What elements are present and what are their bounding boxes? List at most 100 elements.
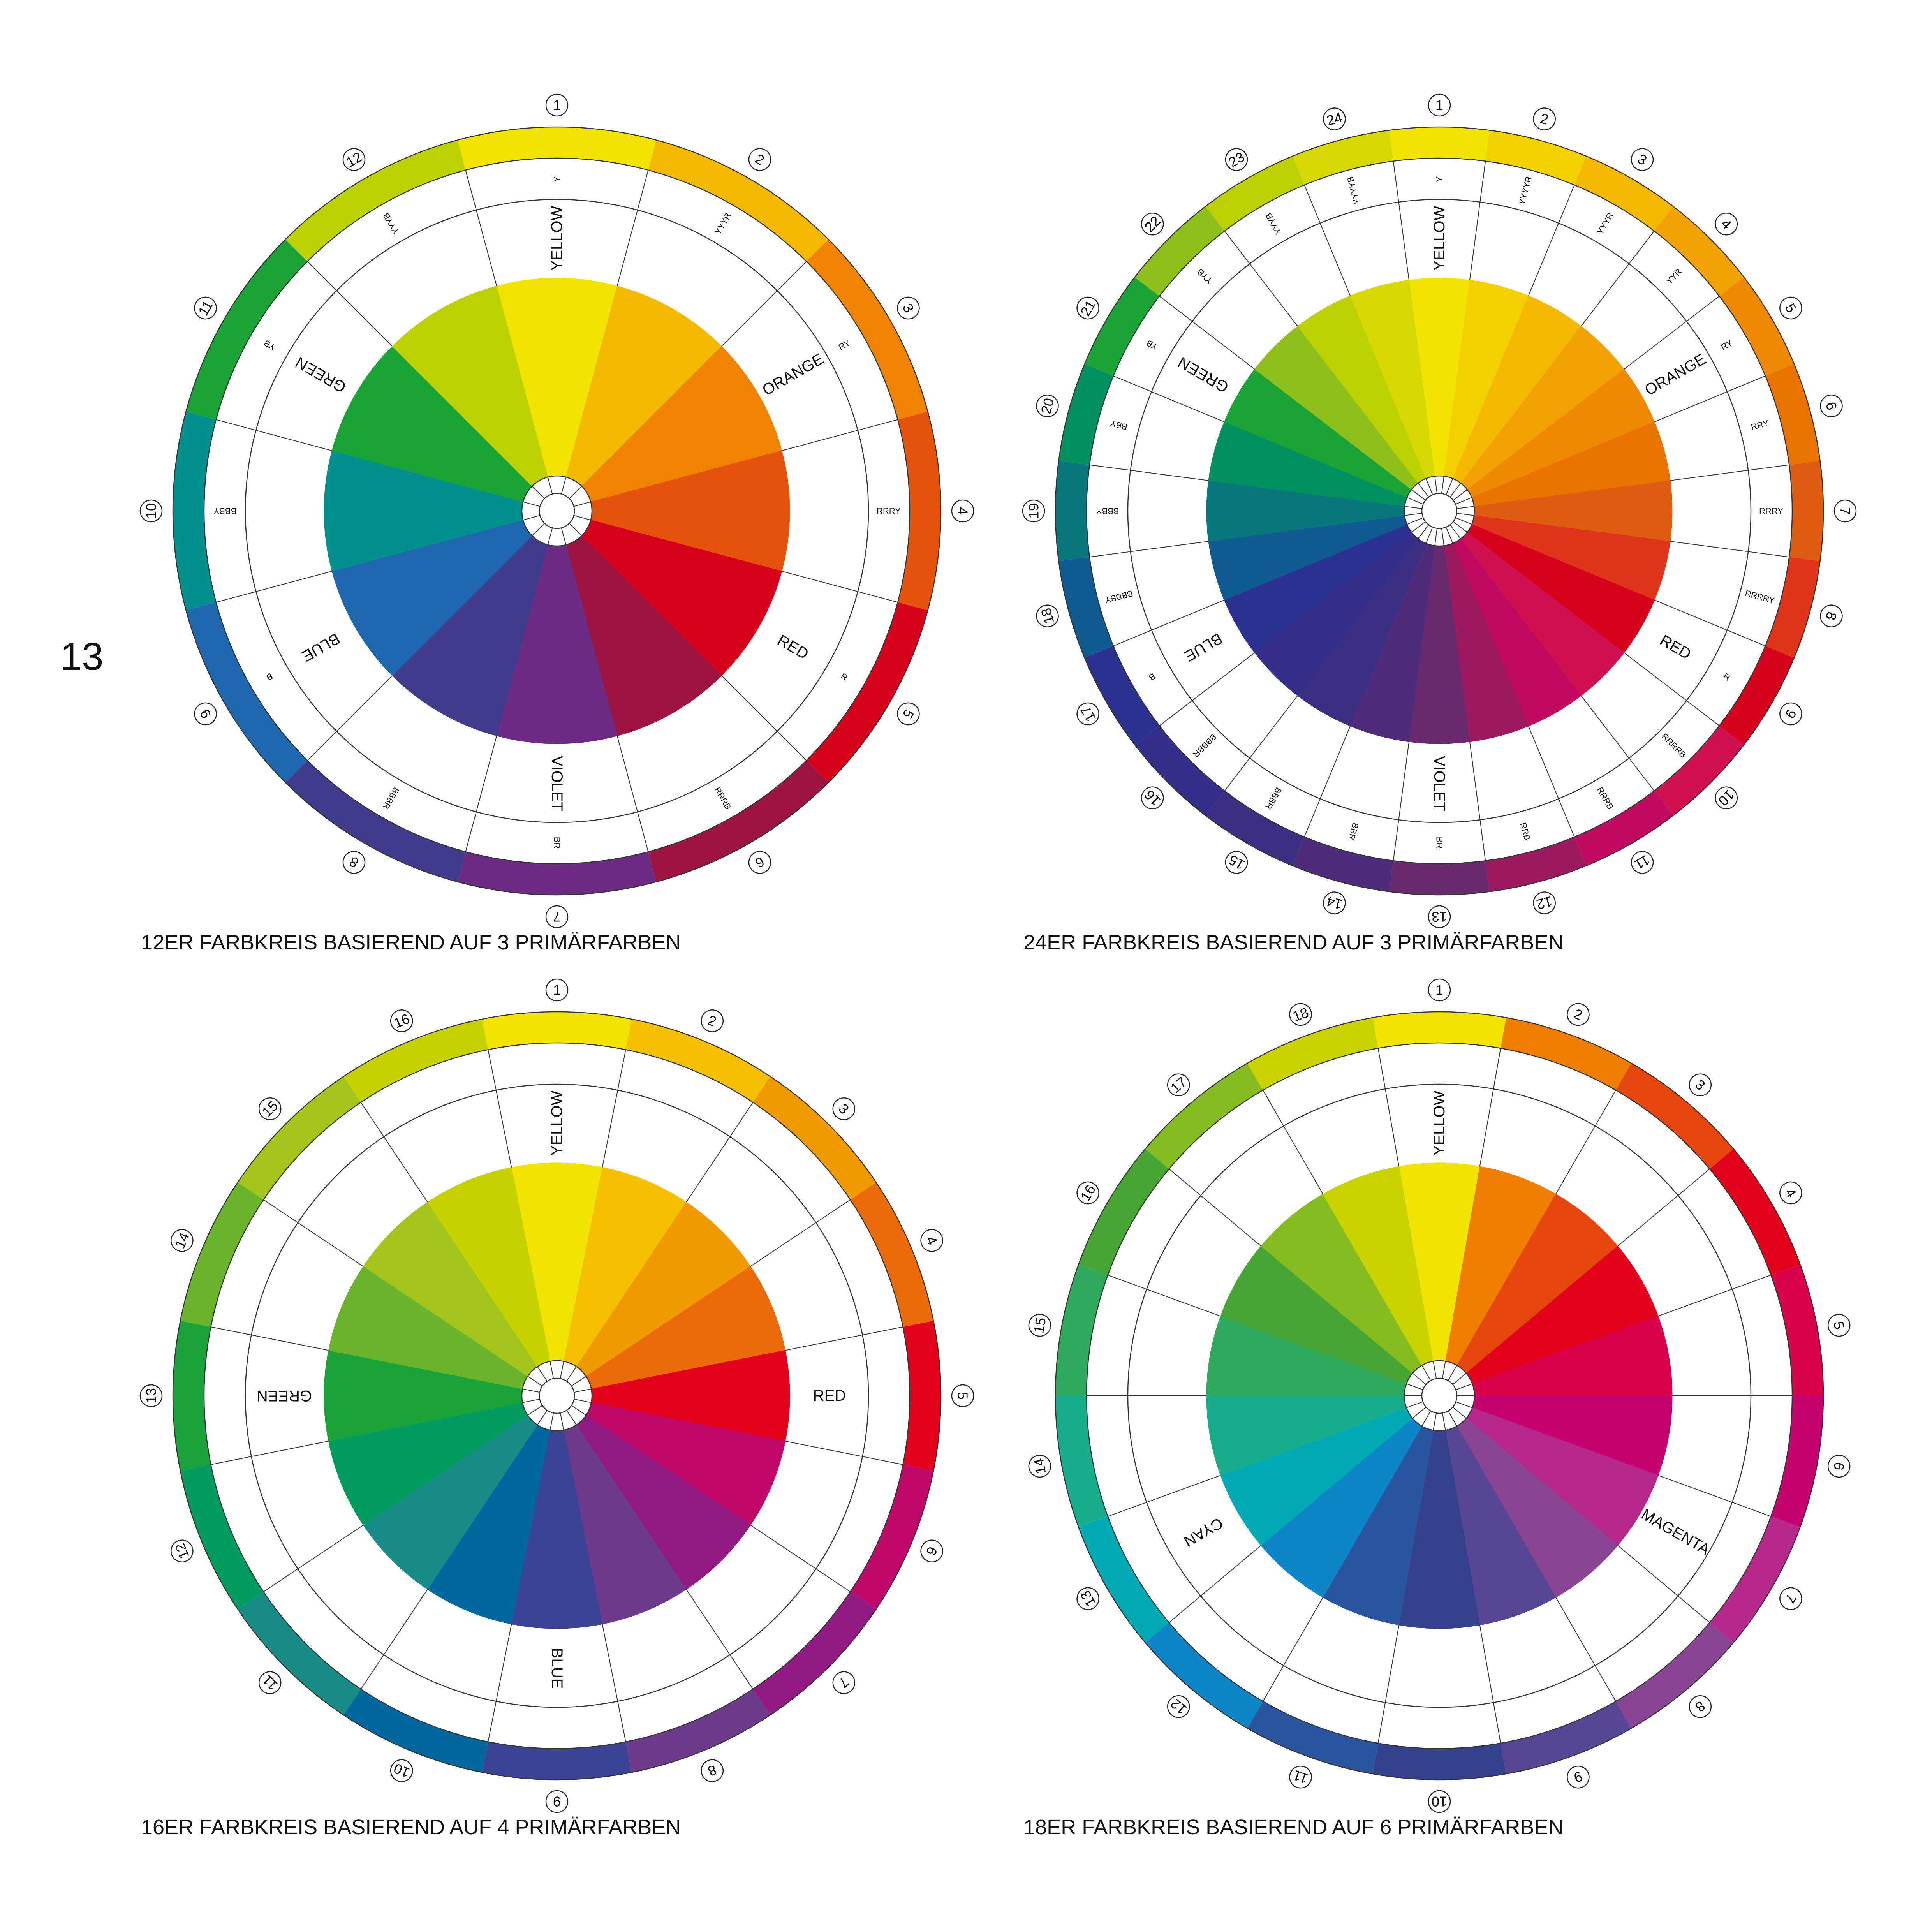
segment-divider [1108,1275,1221,1317]
hub-divider [537,1366,548,1382]
segment-divider [1304,726,1351,837]
outer-ring-segment [1055,461,1090,561]
number-badge [1779,1587,1802,1610]
number-badge [342,148,366,171]
outer-ring-segment [1247,1017,1378,1090]
segment-number: 1 [1428,93,1451,117]
hub-divider [1446,478,1453,495]
number-badge [1323,107,1346,130]
number-badge [545,1790,569,1813]
outer-ring-segment [1765,557,1820,658]
number-badge [1036,604,1059,627]
segment-divider [1469,741,1486,861]
hub-divider [1456,506,1474,509]
number-badge [194,702,217,726]
outer-ring-segment [1205,156,1305,231]
segment-number: 2 [1533,107,1556,130]
segment-number: 12 [171,1539,194,1563]
number-badge [1779,702,1802,726]
hub-divider [566,1410,577,1425]
number-badge [1689,1073,1712,1097]
number-badge [1036,395,1059,417]
number-badge [1167,1695,1190,1718]
number-badge [342,851,366,874]
segment-divider [1555,1597,1616,1702]
segment-divider [1654,599,1766,646]
number-badge [258,1671,282,1694]
outer-ring-segment [1574,791,1673,866]
segment-divider [1624,296,1720,370]
segment-number: 6 [748,851,771,874]
hub-divider [574,515,591,521]
number-badge [1028,1455,1051,1478]
segment-divider [263,1199,364,1267]
number-badge [545,93,569,117]
outer-ring-segment [1789,461,1824,561]
number-badge [1428,93,1451,117]
hub-divider [1452,1407,1467,1419]
number-label: 7 [1837,507,1853,515]
segment-number: 9 [1779,702,1802,726]
segment-number: 8 [1820,604,1843,627]
segment-number: 11 [1631,851,1654,874]
number-badge [1820,604,1843,627]
outer-ring-segment [482,1742,632,1780]
ring-outline [1055,1011,1824,1781]
segment-number: 7 [832,1671,856,1694]
segment-number: 10 [1428,1790,1451,1813]
segment-divider [1479,1625,1501,1744]
ring-outline [203,157,911,865]
segment-number: 1 [545,93,569,117]
mix-code: RRRY [1759,506,1783,516]
segment-number: 7 [1833,499,1857,523]
segment-number: 17 [1167,1073,1190,1097]
number-badge [1428,978,1451,1002]
hub-divider [1456,512,1474,516]
outer-ring-segment [1292,130,1393,185]
segment-divider [465,170,497,286]
segment-divider [602,1050,626,1168]
hub-divider [574,1398,592,1403]
hub-divider [549,1412,554,1430]
segment-divider [785,1326,903,1351]
mix-code: BBBY [1096,506,1119,516]
segment-divider [307,261,393,347]
segment-divider [1159,652,1255,726]
outer-ring-segment [903,1321,941,1471]
outer-ring-segment [180,1464,264,1609]
number-badge [1567,1003,1590,1026]
wheel-caption: 18ER FARBKREIS BASIEREND AUF 6 PRIMÄRFAR… [1023,1816,1563,1839]
color-name: YELLOW [1431,1090,1448,1155]
outer-ring-segment [186,602,308,783]
segment-number: 15 [1028,1314,1051,1337]
number-label: 7 [553,909,561,925]
hub-divider [1449,483,1461,497]
outer-ring-segment [806,602,928,783]
outer-ring-segment [238,1592,361,1715]
segment-divider [1393,741,1409,861]
outer-ring-segment [1501,1017,1631,1090]
number-label: 19 [1026,503,1042,519]
segment-number: 11 [258,1671,282,1694]
number-badge [1567,1765,1590,1789]
outer-ring-segment [1372,1743,1506,1780]
number-badge [951,1384,974,1407]
number-label: 9 [553,1794,561,1810]
segment-divider [782,571,898,603]
hub-divider [1448,1365,1457,1381]
outer-ring-segment [457,852,657,895]
outer-ring-segment [1616,1622,1734,1728]
number-badge [1820,395,1843,417]
hub-divider [1455,517,1472,525]
segment-number: 4 [1715,212,1738,236]
segment-number: 5 [897,702,920,726]
number-badge [139,1384,163,1407]
hub-divider [1411,521,1426,533]
outer-ring-segment [1134,726,1225,816]
hub-divider [1421,1411,1431,1427]
number-badge [1141,212,1164,236]
hub-divider [523,515,540,521]
hub-divider [574,501,591,507]
ring-outline [1086,157,1793,865]
segment-number: 7 [1779,1587,1802,1610]
